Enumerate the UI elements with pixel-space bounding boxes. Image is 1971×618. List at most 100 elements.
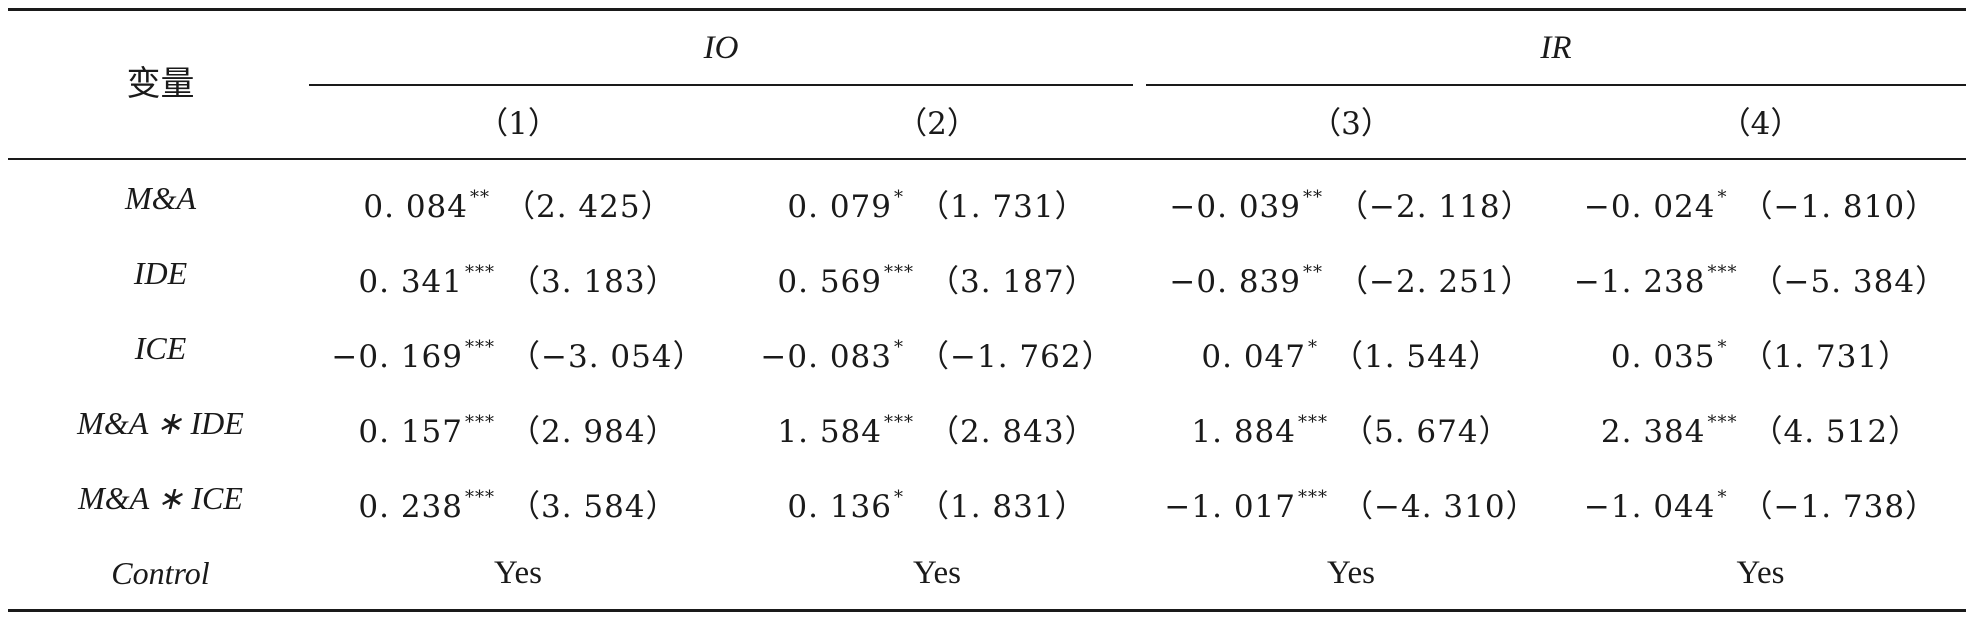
significance-stars: *** (1298, 412, 1328, 433)
table-cell: −1. 238 *** （−5. 384） (1555, 253, 1966, 300)
coefficient: 0. 047 (1201, 339, 1306, 375)
significance-stars: ** (470, 187, 490, 208)
row-label: M&A ∗ IDE (77, 405, 244, 441)
significance-stars: * (1308, 337, 1318, 358)
significance-stars: * (1717, 487, 1728, 508)
control-cell: Yes (1736, 555, 1785, 591)
table-cell: −1. 044 * （−1. 738） (1555, 478, 1966, 525)
significance-stars: *** (465, 487, 495, 508)
t-statistic: （3. 183） (509, 264, 678, 300)
significance-stars: *** (884, 412, 914, 433)
significance-stars: *** (1707, 262, 1738, 283)
row-label: ICE (134, 330, 187, 366)
t-statistic: （3. 187） (928, 264, 1097, 300)
t-statistic: （−5. 384） (1751, 264, 1948, 300)
control-cell: Yes (912, 555, 962, 591)
t-statistic: （1. 831） (918, 489, 1087, 525)
table-cell: −0. 024 * （−1. 810） (1555, 178, 1966, 225)
table-cell: 0. 047 * （1. 544） (1147, 328, 1555, 375)
coefficient: −0. 839 (1169, 264, 1301, 300)
row-label: M&A (124, 180, 197, 216)
t-statistic: （1. 731） (1741, 339, 1911, 375)
coefficient: 2. 384 (1600, 414, 1706, 450)
t-statistic: （2. 843） (928, 414, 1097, 450)
table-cell: 0. 569 *** （3. 187） (727, 253, 1147, 300)
t-statistic: （4. 512） (1751, 414, 1921, 450)
column-number-1: （1） (477, 106, 559, 142)
control-cell: Yes (493, 555, 543, 591)
coefficient: 0. 084 (363, 189, 468, 225)
coefficient: 1. 584 (777, 414, 882, 450)
table-cell: 2. 384 *** （4. 512） (1555, 403, 1966, 450)
t-statistic: （3. 584） (509, 489, 678, 525)
coefficient: −0. 039 (1169, 189, 1301, 225)
group-rule-io (309, 84, 1133, 86)
table-cell: 1. 584 *** （2. 843） (727, 403, 1147, 450)
coefficient: −0. 024 (1583, 189, 1716, 225)
t-statistic: （1. 544） (1332, 339, 1501, 375)
group-header-io: IO (703, 30, 739, 66)
table-cell: −0. 169 *** （−3. 054） (309, 328, 727, 375)
column-number-3: （3） (1310, 106, 1392, 142)
t-statistic: （−2. 118） (1337, 189, 1533, 225)
significance-stars: *** (1298, 487, 1328, 508)
significance-stars: *** (465, 412, 495, 433)
significance-stars: ** (1303, 187, 1323, 208)
table-cell: −0. 083 * （−1. 762） (727, 328, 1147, 375)
table-cell: 0. 157 *** （2. 984） (309, 403, 727, 450)
significance-stars: *** (1707, 412, 1738, 433)
t-statistic: （−4. 310） (1342, 489, 1538, 525)
group-header-ir: IR (1540, 30, 1572, 66)
coefficient: 0. 341 (358, 264, 463, 300)
significance-stars: ** (1303, 262, 1323, 283)
stub-header: 变量 (126, 64, 195, 104)
row-label: M&A ∗ ICE (78, 480, 243, 516)
control-cell: Yes (1326, 555, 1376, 591)
significance-stars: * (894, 337, 904, 358)
table-cell: −0. 839 ** （−2. 251） (1147, 253, 1555, 300)
significance-stars: * (894, 487, 904, 508)
t-statistic: （2. 425） (504, 189, 673, 225)
coefficient: 0. 035 (1610, 339, 1716, 375)
column-number-2: （2） (896, 106, 978, 142)
header-rule (8, 158, 1966, 160)
coefficient: 0. 569 (777, 264, 882, 300)
table-cell: 0. 084 ** （2. 425） (309, 178, 727, 225)
top-rule (8, 8, 1966, 11)
t-statistic: （5. 674） (1342, 414, 1511, 450)
bottom-rule (8, 609, 1966, 612)
coefficient: −0. 169 (331, 339, 463, 375)
t-statistic: （−3. 054） (509, 339, 705, 375)
table-cell: −0. 039 ** （−2. 118） (1147, 178, 1555, 225)
regression-table: 变量 IO IR （1） （2） （3） （4） M&A 0. 084 ** （2. … (8, 0, 1966, 618)
table-cell: 0. 136 * （1. 831） (727, 478, 1147, 525)
t-statistic: （2. 984） (509, 414, 678, 450)
t-statistic: （1. 731） (918, 189, 1087, 225)
table-cell: 1. 884 *** （5. 674） (1147, 403, 1555, 450)
significance-stars: *** (465, 262, 495, 283)
coefficient: −1. 238 (1573, 264, 1706, 300)
coefficient: 0. 136 (787, 489, 892, 525)
table-cell: 0. 035 * （1. 731） (1555, 328, 1966, 375)
table-cell: 0. 238 *** （3. 584） (309, 478, 727, 525)
t-statistic: （−1. 738） (1741, 489, 1938, 525)
significance-stars: * (894, 187, 904, 208)
group-rule-ir (1146, 84, 1966, 86)
significance-stars: * (1717, 187, 1728, 208)
coefficient: −0. 083 (760, 339, 892, 375)
t-statistic: （−2. 251） (1337, 264, 1533, 300)
t-statistic: （−1. 762） (918, 339, 1114, 375)
coefficient: −1. 044 (1583, 489, 1716, 525)
coefficient: 0. 157 (358, 414, 463, 450)
significance-stars: *** (884, 262, 914, 283)
table-cell: 0. 079 * （1. 731） (727, 178, 1147, 225)
table-cell: −1. 017 *** （−4. 310） (1147, 478, 1555, 525)
coefficient: −1. 017 (1164, 489, 1296, 525)
t-statistic: （−1. 810） (1741, 189, 1938, 225)
coefficient: 1. 884 (1191, 414, 1296, 450)
control-row-label: Control (111, 555, 210, 591)
table-cell: 0. 341 *** （3. 183） (309, 253, 727, 300)
row-label: IDE (133, 255, 188, 291)
significance-stars: * (1717, 337, 1728, 358)
significance-stars: *** (465, 337, 495, 358)
